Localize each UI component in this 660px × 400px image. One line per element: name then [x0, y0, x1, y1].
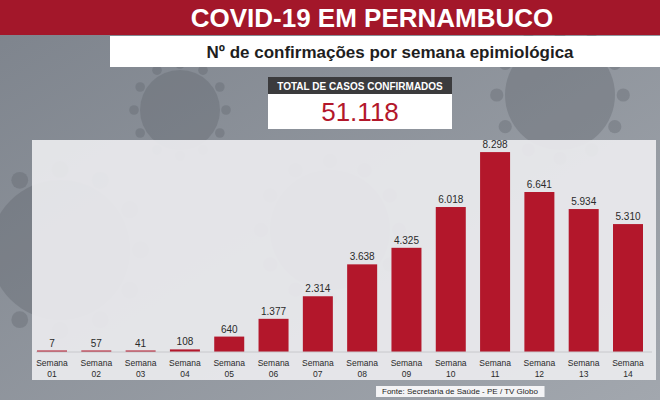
category-label: Semana10	[435, 358, 467, 379]
category-label-line: 04	[180, 369, 190, 379]
subtitle: Nº de confirmações por semana epimiológi…	[206, 43, 574, 62]
virus-spike	[490, 88, 503, 101]
category-label-line: Semana	[213, 358, 245, 368]
data-label: 41	[135, 338, 147, 349]
data-label: 4.325	[394, 235, 419, 246]
data-label: 640	[221, 324, 238, 335]
category-label-line: Semana	[258, 358, 290, 368]
virus-spike	[499, 120, 512, 133]
background	[0, 0, 660, 400]
data-label: 3.638	[350, 251, 375, 262]
bar	[303, 296, 333, 352]
category-label: Semana08	[346, 358, 378, 379]
labels: 7Semana0157Semana0241Semana03108Semana04…	[36, 139, 644, 379]
category-label-line: Semana	[568, 358, 600, 368]
category-label: Semana05	[213, 358, 245, 379]
virus-spike	[11, 311, 28, 328]
category-label: Semana03	[125, 358, 157, 379]
data-label: 57	[91, 338, 103, 349]
category-label-line: Semana	[36, 358, 68, 368]
subtitle-band	[110, 36, 660, 67]
chart: COVID-19 EM PERNAMBUCO Nº de confirmações…	[0, 0, 660, 400]
bar	[259, 319, 289, 352]
data-label: 1.377	[261, 306, 286, 317]
category-label-line: Semana	[479, 358, 511, 368]
category-label-line: Semana	[80, 358, 112, 368]
virus-spike	[221, 105, 231, 115]
category-label-line: 10	[446, 369, 456, 379]
virus-body	[140, 70, 220, 150]
category-label-line: Semana	[524, 358, 556, 368]
category-label-line: Semana	[346, 358, 378, 368]
category-label-line: 05	[224, 369, 234, 379]
data-label: 8.298	[483, 139, 508, 150]
category-label-line: Semana	[391, 358, 423, 368]
category-label-line: 13	[579, 369, 589, 379]
baseline	[36, 352, 652, 353]
category-label-line: Semana	[435, 358, 467, 368]
total-value: 51.118	[321, 97, 399, 127]
source-background	[376, 386, 544, 397]
category-label: Semana11	[479, 358, 511, 379]
virus-spike	[617, 88, 630, 101]
bar	[391, 248, 421, 352]
total-label: TOTAL DE CASOS CONFIRMADOS	[277, 81, 443, 92]
data-label: 5.310	[615, 211, 640, 222]
bar	[524, 192, 554, 352]
data-label: 7	[49, 338, 55, 349]
bar	[347, 264, 377, 352]
category-label-line: 07	[313, 369, 323, 379]
category-label-line: Semana	[169, 358, 201, 368]
virus-spike	[215, 128, 225, 138]
plot-panel	[32, 140, 656, 380]
category-label: Semana06	[258, 358, 290, 379]
total-value-box	[268, 94, 452, 129]
category-label-line: Semana	[302, 358, 334, 368]
category-label: Semana09	[391, 358, 423, 379]
data-label: 2.314	[305, 283, 330, 294]
total-label-box	[268, 77, 452, 94]
category-label-line: 02	[92, 369, 102, 379]
category-label: Semana13	[568, 358, 600, 379]
bars	[37, 152, 643, 352]
category-label-line: 14	[623, 369, 633, 379]
data-label: 108	[177, 336, 194, 347]
category-label: Semana02	[80, 358, 112, 379]
bar	[613, 224, 643, 352]
category-label: Semana14	[612, 358, 644, 379]
virus-spike	[215, 82, 225, 92]
category-label-line: Semana	[612, 358, 644, 368]
category-label-line: 11	[491, 369, 500, 379]
category-label: Semana01	[36, 358, 68, 379]
data-label: 6.641	[527, 179, 552, 190]
virus-spike	[135, 128, 145, 138]
category-label: Semana07	[302, 358, 334, 379]
virus-spike	[135, 82, 145, 92]
title: COVID-19 EM PERNAMBUCO	[191, 3, 554, 33]
data-label: 6.018	[438, 194, 463, 205]
category-label-line: 01	[47, 369, 57, 379]
bar	[436, 207, 466, 352]
data-label: 5.934	[571, 196, 596, 207]
source: Fonte: Secretaria de Saúde - PE / TV Glo…	[382, 387, 538, 396]
category-label: Semana12	[524, 358, 556, 379]
bar	[214, 337, 244, 352]
bar	[480, 152, 510, 352]
title-band	[0, 0, 660, 35]
category-label-line: Semana	[125, 358, 157, 368]
category-label-line: 06	[269, 369, 279, 379]
category-label: Semana04	[169, 358, 201, 379]
virus-spike	[129, 105, 139, 115]
category-label-line: 12	[535, 369, 545, 379]
virus-spike	[608, 120, 621, 133]
category-label-line: 09	[402, 369, 412, 379]
category-label-line: 08	[357, 369, 367, 379]
bar	[569, 209, 599, 352]
category-label-line: 03	[136, 369, 146, 379]
virus-spike	[11, 172, 28, 189]
